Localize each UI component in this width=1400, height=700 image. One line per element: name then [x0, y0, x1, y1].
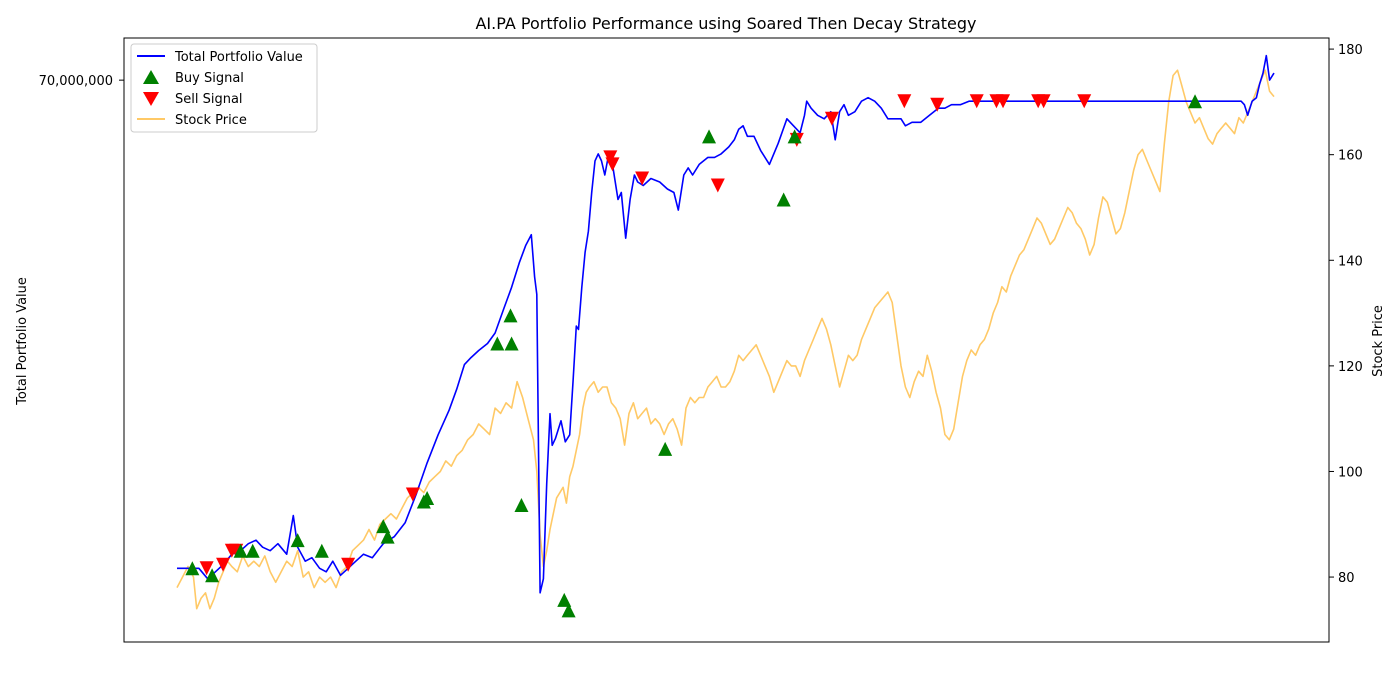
- sell-signal-marker: [824, 111, 839, 126]
- plot-frame: [123, 37, 1330, 643]
- buy-signal-marker: [490, 336, 505, 351]
- buy-signal-marker: [380, 529, 395, 544]
- buy-signal-marker: [776, 192, 791, 207]
- left-axis-ticks: 70,000,000: [39, 74, 124, 89]
- portfolio-value-line: [177, 54, 1275, 594]
- legend-buy-swatch: [143, 70, 159, 84]
- sell-signal-marker: [930, 97, 945, 112]
- right-tick-label: 80: [1338, 571, 1355, 586]
- sell-signal-marker: [1077, 94, 1092, 109]
- right-tick-label: 180: [1338, 43, 1363, 58]
- buy-signal-marker: [205, 568, 220, 583]
- legend-portfolio-label: Total Portfolio Value: [174, 50, 303, 65]
- buy-signal-marker: [290, 533, 305, 548]
- legend-sell-label: Sell Signal: [175, 92, 243, 107]
- signal-markers: [185, 94, 1203, 618]
- buy-signal-marker: [504, 336, 519, 351]
- legend-sell-swatch: [143, 92, 159, 106]
- stock-price-series: [176, 69, 1275, 610]
- right-tick-label: 140: [1338, 254, 1363, 269]
- buy-signal-marker: [245, 543, 260, 558]
- buy-signal-marker: [185, 561, 200, 576]
- buy-signal-marker: [514, 498, 529, 513]
- sell-signal-marker: [969, 94, 984, 109]
- buy-signal-marker: [314, 543, 329, 558]
- portfolio-value-series: [177, 54, 1275, 594]
- legend-frame: [130, 43, 318, 133]
- plot-area: [176, 54, 1275, 618]
- buy-signal-marker: [787, 129, 802, 144]
- right-tick-label: 160: [1338, 149, 1363, 164]
- buy-signal-marker: [233, 543, 248, 558]
- buy-signal-marker: [1188, 94, 1203, 109]
- sell-signal-marker: [216, 557, 231, 572]
- right-axis-ticks: 80 100 120 140 160 180: [1329, 43, 1363, 586]
- left-tick-label: 70,000,000: [39, 74, 113, 89]
- buy-signal-marker: [420, 491, 435, 506]
- buy-signal-marker: [557, 592, 572, 607]
- right-tick-label: 100: [1338, 465, 1363, 480]
- sell-signal-marker: [605, 157, 620, 172]
- buy-signal-marker: [376, 519, 391, 534]
- y-axis-label-right: Stock Price: [1371, 305, 1386, 377]
- buy-signal-marker: [702, 129, 717, 144]
- right-tick-label: 120: [1338, 360, 1363, 375]
- sell-signal-marker: [996, 94, 1011, 109]
- legend-buy-label: Buy Signal: [175, 71, 244, 86]
- sell-signal-marker: [1036, 94, 1051, 109]
- buy-signal-marker: [561, 603, 576, 618]
- sell-signal-marker: [199, 561, 214, 576]
- stock-price-line: [176, 69, 1275, 610]
- buy-signal-marker: [503, 308, 518, 323]
- sell-signal-marker: [897, 94, 912, 109]
- chart-title: AI.PA Portfolio Performance using Soared…: [475, 14, 976, 33]
- y-axis-label-left: Total Portfolio Value: [15, 277, 30, 406]
- sell-signal-marker: [710, 178, 725, 193]
- buy-signal-marker: [658, 441, 673, 456]
- sell-signal-marker: [405, 487, 420, 502]
- sell-signal-marker: [341, 557, 356, 572]
- legend-stock-label: Stock Price: [175, 113, 247, 128]
- sell-signal-marker: [603, 150, 618, 165]
- legend: Total Portfolio Value Buy Signal Sell Si…: [130, 43, 318, 133]
- sell-signal-marker: [635, 171, 650, 186]
